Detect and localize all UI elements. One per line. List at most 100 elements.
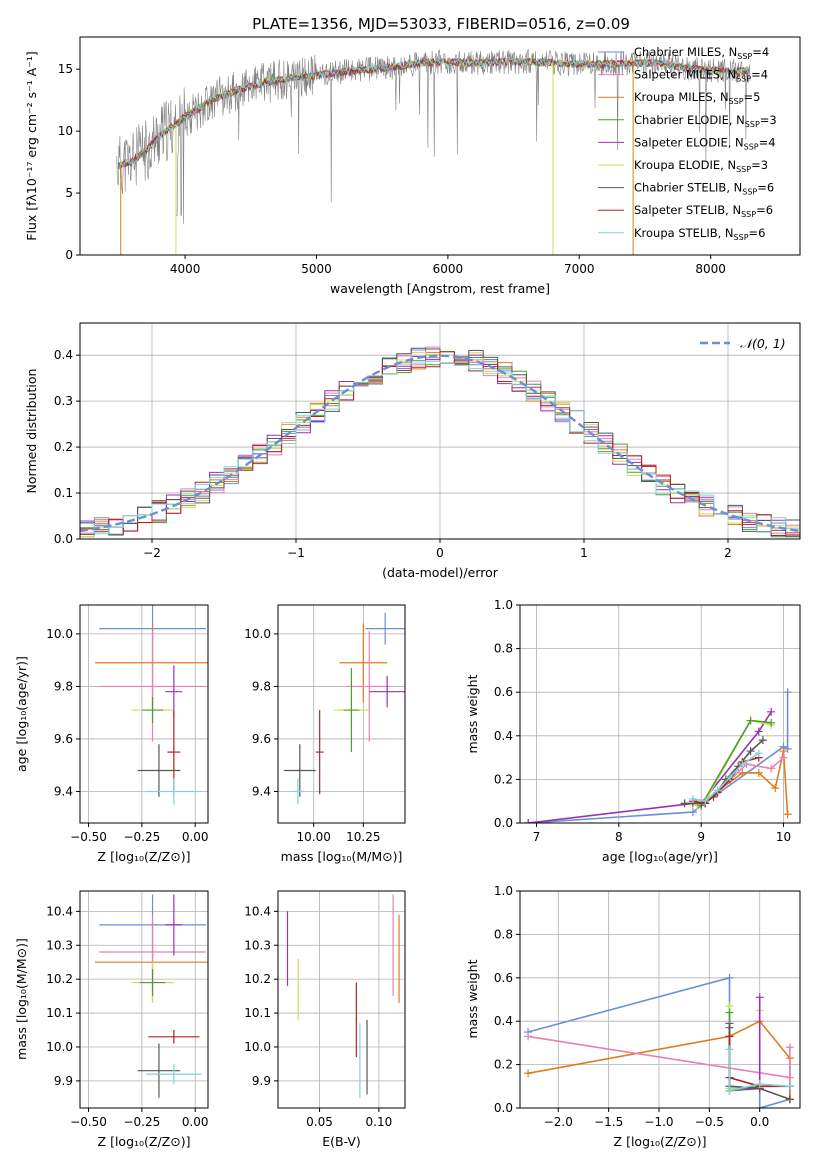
weight_vs_age-point-marker: [783, 810, 792, 819]
weight_vs_age-ytick-label: 0.6: [494, 685, 513, 699]
age_vs_Z-ytick-label: 9.4: [54, 784, 73, 798]
spectrum-ytick-label: 15: [58, 62, 73, 76]
spectrum-frame: [79, 36, 801, 256]
weight_vs_age-panel: 7 8 9 10 0.0 0.2 0.4 0.6 0.8 1.0 age [log₁₀(age/yr…: [465, 598, 801, 864]
weight_vs_Z-point-marker: [785, 1095, 794, 1104]
weight_vs_age-ytick-label: 1.0: [494, 598, 513, 612]
mass_vs_Z-xlabel: Z [log₁₀(Z/Z⊙)]: [98, 1134, 191, 1149]
age_vs_Z-xtick-label: 0.00: [182, 830, 209, 844]
age_vs_mass-xtick-label: 10.00: [297, 830, 331, 844]
weight_vs_Z-point-marker: [725, 1086, 734, 1095]
weight_vs_Z-point-marker: [785, 1043, 794, 1052]
weight_vs_Z-series-line: [728, 997, 761, 1092]
weight_vs_age-point-marker: [688, 795, 697, 804]
mass_vs_ebv-ytick-label: 9.9: [252, 1074, 271, 1088]
spectrum-legend-label: Salpeter ELODIE, NSSP=4: [634, 135, 776, 151]
age_vs_mass-ytick-label: 10.0: [244, 627, 271, 641]
weight_vs_age-xlabel: age [log₁₀(age/yr)]: [602, 849, 718, 864]
weight_vs_age-point-marker: [754, 727, 763, 736]
weight_vs_age-point-marker: [783, 688, 792, 697]
weight_vs_age-point-marker: [713, 786, 722, 795]
weight_vs_age-point-marker: [680, 799, 689, 808]
spectrum-xtick-label: 7000: [564, 262, 595, 276]
mass_vs_ebv-xtick-label: 0.10: [366, 1115, 393, 1129]
mass_vs_Z-plot-area: [94, 894, 208, 1098]
spectrum-legend-label: Chabrier STELIB, NSSP=6: [634, 181, 774, 197]
weight_vs_age-plot-area: [524, 688, 792, 823]
spectrum-ylabel: Flux [fλ10⁻¹⁷ erg cm⁻² s⁻¹ A⁻¹]: [24, 51, 39, 240]
residuals-ytick-label: 0.1: [54, 486, 73, 500]
spectrum-legend-label: Chabrier MILES, NSSP=4: [634, 45, 769, 61]
gaussian-reference-line: [80, 354, 800, 533]
weight_vs_age-point-marker: [746, 747, 755, 756]
weight_vs_Z-series-line: [728, 1049, 790, 1092]
mass_vs_Z-frame: [79, 890, 209, 1109]
weight_vs_age-point-marker: [758, 736, 767, 745]
weight_vs_age-ytick-label: 0.0: [494, 816, 513, 830]
spectrum-xlabel: wavelength [Angstrom, rest frame]: [330, 281, 550, 296]
mass_vs_Z-ytick-label: 10.0: [46, 1040, 73, 1054]
weight_vs_Z-plot-area: [524, 973, 794, 1108]
weight_vs_Z-ylabel: mass weight: [465, 959, 480, 1038]
spectrum-legend-label: Salpeter MILES, NSSP=4: [634, 68, 768, 84]
mass_vs_ebv-plot-area: [286, 894, 400, 1098]
age_vs_mass-ytick-label: 9.4: [252, 784, 271, 798]
spectrum-legend-label: Kroupa STELIB, NSSP=6: [634, 226, 765, 242]
age_vs_Z-ytick-label: 9.8: [54, 679, 73, 693]
mass_vs_ebv-ytick-label: 10.2: [244, 972, 271, 986]
weight_vs_age-point-marker: [767, 718, 776, 727]
residuals-ytick-label: 0.0: [54, 532, 73, 546]
residuals-legend-label: 𝒩(0, 1): [740, 336, 786, 351]
weight_vs_Z-ytick-label: 0.6: [494, 971, 513, 985]
weight_vs_age-ylabel: mass weight: [465, 674, 480, 753]
mass_vs_ebv-ytick-label: 10.4: [244, 904, 271, 918]
weight_vs_age-point-marker: [754, 749, 763, 758]
weight_vs_age-ytick-label: 0.4: [494, 729, 513, 743]
weight_vs_age-point-marker: [767, 707, 776, 716]
residuals-plot-area: [80, 346, 800, 538]
mass_vs_ebv-xlabel: E(B-V): [322, 1134, 361, 1149]
weight_vs_Z-point-marker: [725, 973, 734, 982]
age_vs_Z-ytick-label: 9.6: [54, 732, 73, 746]
weight_vs_Z-point-marker: [725, 1008, 734, 1017]
age_vs_Z-xlabel: Z [log₁₀(Z/Z⊙)]: [98, 849, 191, 864]
spectrum-legend-label: Kroupa MILES, NSSP=5: [634, 90, 760, 106]
residuals-xtick-label: 2: [724, 546, 732, 560]
mass_vs_ebv-ytick-label: 10.1: [244, 1006, 271, 1020]
weight_vs_Z-xtick-label: −2.0: [544, 1115, 573, 1129]
residual-histogram: [80, 347, 800, 536]
weight_vs_Z-point-marker: [524, 1069, 533, 1078]
weight_vs_age-point-marker: [688, 808, 697, 817]
weight_vs_Z-series-line: [728, 1006, 761, 1090]
weight_vs_Z-point-marker: [725, 1023, 734, 1032]
weight_vs_age-ytick-label: 0.2: [494, 772, 513, 786]
mass_vs_ebv-frame: [277, 890, 406, 1109]
age_vs_mass-xlabel: mass [log₁₀(M/M⊙)]: [281, 849, 403, 864]
mass_vs_Z-panel: −0.50 −0.25 0.00 9.9 10.0 10.1 10.2 10.3 10.4 Z […: [14, 890, 209, 1149]
age_vs_Z-panel: −0.50 −0.25 0.00 9.4 9.6 9.8 10.0 Z [log₁₀(Z/Z⊙…: [14, 604, 209, 864]
residuals-xlabel: (data-model)/error: [382, 565, 499, 580]
age_vs_mass-panel: 10.00 10.25 9.4 9.6 9.8 10.0 mass [log₁₀(M/M⊙)…: [244, 604, 406, 864]
weight_vs_age-xtick-label: 10: [776, 830, 791, 844]
residuals-xtick-label: 0: [436, 546, 444, 560]
spectrum-panel: 4000 5000 6000 7000 8000 0 5 10 15 wavelength [An…: [24, 36, 801, 296]
spectrum-plot-area: [116, 49, 751, 255]
weight_vs_Z-point-marker: [725, 1032, 734, 1041]
age_vs_Z-ytick-label: 10.0: [46, 627, 73, 641]
residuals-xtick-label: −2: [143, 546, 161, 560]
age_vs_Z-xtick-label: −0.50: [70, 830, 107, 844]
spectrum-ytick-label: 0: [65, 248, 73, 262]
weight_vs_age-point-marker: [738, 760, 747, 769]
weight_vs_Z-ytick-label: 0.0: [494, 1101, 513, 1115]
weight_vs_Z-panel: −2.0 −1.5 −1.0 −0.5 0.0 0.0 0.2 0.4 0.6 0.8 1.0 Z […: [465, 884, 801, 1149]
spectrum-legend-label: Kroupa ELODIE, NSSP=3: [634, 158, 768, 174]
weight_vs_age-point-marker: [524, 819, 533, 823]
weight_vs_Z-ytick-label: 0.2: [494, 1058, 513, 1072]
mass_vs_Z-xtick-label: −0.25: [123, 1115, 160, 1129]
spectrum-xtick-label: 8000: [695, 262, 726, 276]
figure-title: PLATE=1356, MJD=53033, FIBERID=0516, z=0…: [252, 15, 630, 33]
age_vs_mass-ytick-label: 9.6: [252, 732, 271, 746]
mass_vs_Z-ytick-label: 10.3: [46, 938, 73, 952]
age_vs_mass-frame: [277, 604, 406, 824]
